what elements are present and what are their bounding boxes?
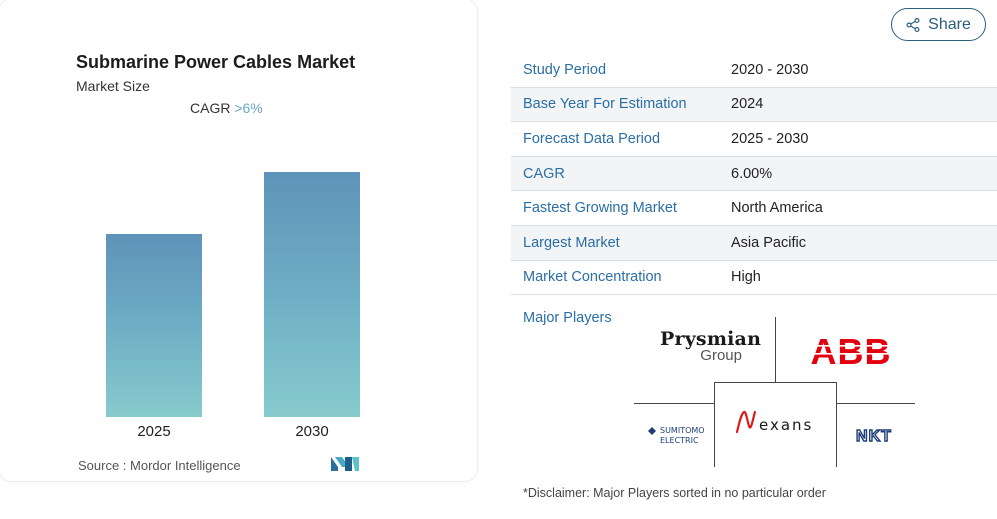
- divider: [714, 382, 715, 467]
- share-button[interactable]: Share: [891, 8, 986, 41]
- table-row: Fastest Growing Market North America: [511, 191, 997, 226]
- nexans-logo: exans: [735, 410, 813, 434]
- table-row: Base Year For Estimation 2024: [511, 87, 997, 123]
- x-tick-label: 2025: [137, 423, 171, 440]
- nkt-logo: NKT: [855, 427, 892, 443]
- row-value: Asia Pacific: [731, 234, 806, 251]
- sumitomo-electric-logo: SUMITOMO ELECTRIC: [648, 426, 705, 445]
- svg-text:NKT: NKT: [856, 428, 892, 443]
- row-key: Forecast Data Period: [523, 130, 661, 147]
- cagr-annotation: CAGR >6%: [190, 100, 263, 116]
- row-key: Study Period: [523, 61, 607, 78]
- row-key: CAGR: [523, 165, 565, 182]
- cagr-value: >6%: [234, 100, 263, 116]
- row-key: Base Year For Estimation: [523, 96, 687, 113]
- row-value: 2025 - 2030: [731, 130, 809, 147]
- table-row: CAGR 6.00%: [511, 156, 997, 192]
- cagr-label: CAGR: [190, 100, 231, 116]
- chart-source: Source : Mordor Intelligence: [78, 458, 241, 473]
- share-label: Share: [928, 15, 971, 33]
- svg-text:ABB: ABB: [811, 335, 892, 367]
- row-value: North America: [731, 200, 823, 217]
- row-key: Fastest Growing Market: [523, 200, 677, 217]
- row-value: High: [731, 269, 761, 286]
- chart-title: Submarine Power Cables Market: [76, 52, 356, 72]
- bar-2030: [264, 172, 360, 417]
- divider: [714, 382, 837, 383]
- table-row: Study Period 2020 - 2030: [511, 53, 997, 88]
- table-row: Largest Market Asia Pacific: [511, 225, 997, 261]
- divider: [836, 382, 837, 467]
- table-row: Market Concentration High: [511, 261, 997, 296]
- row-value: 2020 - 2030: [731, 61, 809, 78]
- mordor-intelligence-logo: [331, 457, 359, 471]
- svg-text:ELECTRIC: ELECTRIC: [660, 436, 699, 445]
- table-row: Forecast Data Period 2025 - 2030: [511, 122, 997, 157]
- row-key: Market Concentration: [523, 269, 662, 286]
- market-size-card: [0, 0, 478, 482]
- row-value: 2024: [731, 96, 764, 113]
- bar-2025: [106, 234, 202, 417]
- prysmian-group-logo: Prysmian Group: [660, 328, 762, 364]
- x-tick-label: 2030: [295, 423, 329, 440]
- divider: [837, 403, 915, 404]
- market-snapshot-table: Study Period 2020 - 2030 Base Year For Es…: [511, 53, 997, 296]
- divider: [775, 317, 776, 383]
- share-icon: [906, 17, 920, 32]
- disclaimer: *Disclaimer: Major Players sorted in no …: [523, 486, 826, 500]
- svg-text:SUMITOMO: SUMITOMO: [660, 426, 705, 435]
- svg-text:exans: exans: [759, 416, 813, 434]
- divider: [634, 403, 714, 404]
- row-value: 6.00%: [731, 165, 773, 182]
- major-players-label: Major Players: [523, 310, 612, 326]
- chart-subtitle: Market Size: [76, 78, 150, 94]
- row-key: Largest Market: [523, 234, 620, 251]
- abb-logo: ABB: [810, 335, 892, 367]
